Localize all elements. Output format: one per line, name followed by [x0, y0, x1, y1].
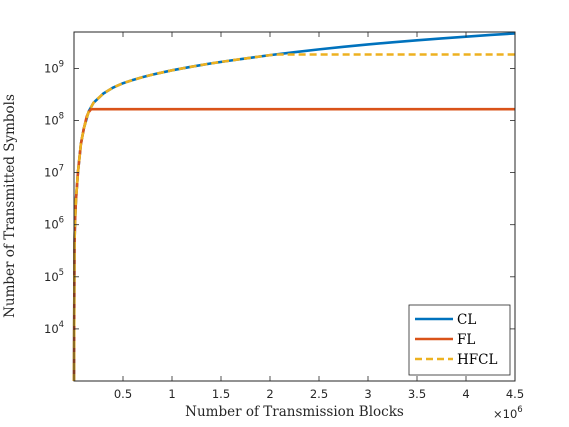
series-line-hfcl: [72, 53, 515, 382]
legend-label-hfcl: HFCL: [457, 352, 497, 368]
y-axis-title: Number of Transmitted Symbols: [2, 94, 18, 318]
y-tick-exp: 8: [59, 112, 64, 122]
y-tick-base: 10: [44, 61, 59, 75]
y-tick-base: 10: [44, 270, 59, 284]
x-tick-label: 2.5: [310, 387, 328, 401]
y-tick-exp: 6: [59, 216, 64, 226]
x-multiplier-base: ×10: [493, 407, 517, 421]
x-tick-label: 3: [364, 387, 371, 401]
x-axis-title: Number of Transmission Blocks: [185, 404, 404, 420]
y-tick-exp: 5: [59, 268, 64, 278]
plot-frame: [73, 31, 516, 382]
x-tick-label: 4: [462, 387, 469, 401]
y-tick-exp: 4: [59, 320, 64, 330]
legend-label-fl: FL: [457, 332, 475, 348]
series-layer: [72, 32, 516, 382]
y-tick-label: 108: [44, 112, 64, 128]
y-tick-exp: 7: [59, 164, 64, 174]
x-tick-label: 3.5: [408, 387, 426, 401]
y-tick-label: 104: [44, 320, 64, 336]
x-multiplier: ×106: [493, 405, 523, 421]
y-tick-base: 10: [44, 166, 59, 180]
y-tick-exp: 9: [59, 59, 64, 69]
y-tick-label: 106: [44, 216, 64, 232]
x-tick-label: 1.5: [212, 387, 230, 401]
x-tick-label: 4.5: [506, 387, 524, 401]
y-tick-label: 109: [44, 59, 64, 75]
x-multiplier-exp: 6: [517, 405, 522, 415]
x-tick-label: 2: [266, 387, 273, 401]
y-tick-label: 105: [44, 268, 64, 284]
y-tick-base: 10: [44, 322, 59, 336]
x-tick-label: 0.5: [114, 387, 132, 401]
x-tick-label: 1: [168, 387, 175, 401]
y-tick-base: 10: [44, 218, 59, 232]
legend: CL FL HFCL: [408, 304, 511, 376]
y-tick-base: 10: [44, 114, 59, 128]
legend-label-cl: CL: [457, 312, 476, 328]
y-tick-label: 107: [44, 164, 64, 180]
